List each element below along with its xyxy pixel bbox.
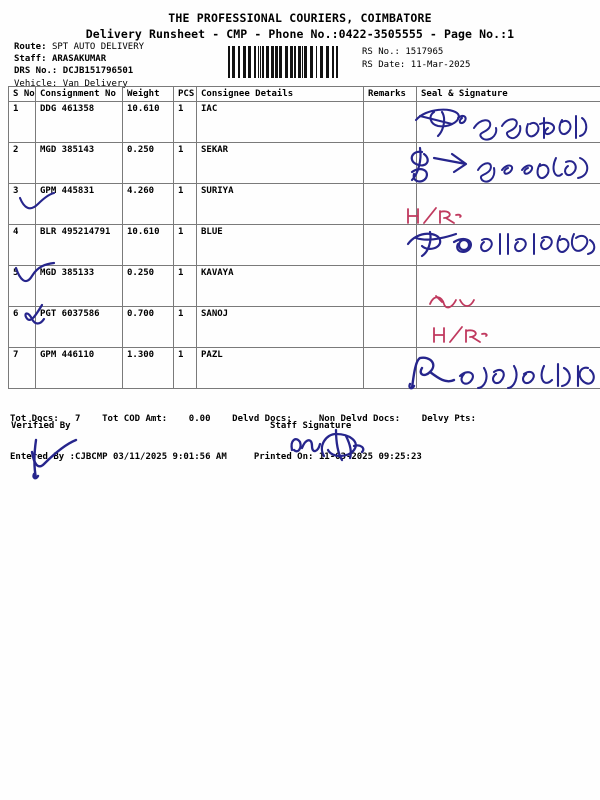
- runsheet-table: S No Consignment No Weight PCS Consignee…: [8, 86, 600, 389]
- cell-weight: 10.610: [122, 101, 174, 143]
- cell-seal: [416, 224, 600, 266]
- table-row: 6 PGT 6037586 0.700 1 SANOJ: [8, 306, 600, 348]
- staff-label: Staff:: [14, 54, 47, 65]
- runsheet-header-line: Delivery Runsheet - CMP - Phone No.:0422…: [85, 27, 515, 41]
- cell-remarks: [363, 101, 417, 143]
- rs-no-value: 1517965: [405, 47, 444, 57]
- totals-line-1: Tot Docs: 7 Tot COD Amt: 0.00 Delvd Docs…: [10, 414, 476, 424]
- cell-consignee: SANOJ: [196, 306, 364, 348]
- cell-sno: 7: [8, 347, 36, 389]
- cell-consignment: GPM 445831: [35, 183, 123, 225]
- cell-weight: 0.250: [122, 142, 174, 184]
- barcode: [228, 46, 340, 78]
- cell-consignment: MGD 385143: [35, 142, 123, 184]
- cell-remarks: [363, 306, 417, 348]
- cell-consignee: BLUE: [196, 224, 364, 266]
- rs-date-field: RS Date: 11-Mar-2025: [362, 59, 470, 72]
- cell-pcs: 1: [173, 347, 197, 389]
- cell-consignee: SEKAR: [196, 142, 364, 184]
- vehicle-field: Vehicle: Van Delivery: [14, 78, 144, 90]
- col-header-seal: Seal & Signature: [416, 86, 600, 102]
- staff-value: ARASAKUMAR: [51, 54, 107, 65]
- col-header-consignment: Consignment No: [35, 86, 123, 102]
- cell-weight: 0.250: [122, 265, 174, 307]
- cell-seal: [416, 347, 600, 389]
- table-row: 5 MGD 385133 0.250 1 KAVAYA: [8, 265, 600, 307]
- cell-pcs: 1: [173, 306, 197, 348]
- table-row: 1 DDG 461358 10.610 1 IAC: [8, 101, 600, 143]
- route-label: Route:: [14, 42, 47, 52]
- cell-remarks: [363, 265, 417, 307]
- verified-by-label: Verified By: [11, 421, 71, 431]
- rs-no-label: RS No.:: [362, 47, 400, 57]
- table-header-row: S No Consignment No Weight PCS Consignee…: [8, 86, 600, 102]
- cell-pcs: 1: [173, 183, 197, 225]
- cell-sno: 2: [8, 142, 36, 184]
- cell-sno: 1: [8, 101, 36, 143]
- route-value: SPT AUTO DELIVERY: [51, 42, 145, 52]
- cell-weight: 0.700: [122, 306, 174, 348]
- cell-seal: [416, 306, 600, 348]
- staff-signature-label: Staff Signature: [270, 421, 352, 431]
- cell-weight: 10.610: [122, 224, 174, 266]
- company-title: THE PROFESSIONAL COURIERS, COIMBATORE: [168, 11, 432, 25]
- table-row: 4 BLR 495214791 10.610 1 BLUE: [8, 224, 600, 266]
- col-header-remarks: Remarks: [363, 86, 417, 102]
- vehicle-label: Vehicle:: [14, 78, 58, 89]
- cell-sno: 6: [8, 306, 36, 348]
- totals-line-2: Entered By :CJBCMP 03/11/2025 9:01:56 AM…: [10, 451, 422, 462]
- cell-seal: [416, 265, 600, 307]
- cell-consignment: MGD 385133: [35, 265, 123, 307]
- col-header-pcs: PCS: [173, 86, 197, 102]
- cell-sno: 5: [8, 265, 36, 307]
- cell-pcs: 1: [173, 101, 197, 143]
- cell-weight: 4.260: [122, 183, 174, 225]
- col-header-weight: Weight: [122, 86, 174, 102]
- totals-block: Tot Docs: 7 Tot COD Amt: 0.00 Delvd Docs…: [10, 388, 476, 488]
- cell-seal: [416, 142, 600, 184]
- cell-consignee: IAC: [196, 101, 364, 143]
- cell-remarks: [363, 347, 417, 389]
- cell-consignment: BLR 495214791: [35, 224, 123, 266]
- table-row: 7 GPM 446110 1.300 1 PAZL: [8, 347, 600, 389]
- cell-consignee: PAZL: [196, 347, 364, 389]
- cell-weight: 1.300: [122, 347, 174, 389]
- table-row: 3 GPM 445831 4.260 1 SURIYA: [8, 183, 600, 225]
- drs-field: DRS No.: DCJB151796501: [14, 65, 144, 77]
- drs-value: DCJB151796501: [62, 66, 134, 77]
- cell-seal: [416, 183, 600, 225]
- cell-pcs: 1: [173, 142, 197, 184]
- drs-label: DRS No.:: [14, 66, 58, 77]
- cell-consignment: GPM 446110: [35, 347, 123, 389]
- cell-consignment: DDG 461358: [35, 101, 123, 143]
- cell-seal: [416, 101, 600, 143]
- cell-consignment: PGT 6037586: [35, 306, 123, 348]
- header-meta-right: RS No.: 1517965 RS Date: 11-Mar-2025: [362, 46, 470, 72]
- rs-no-field: RS No.: 1517965: [362, 46, 470, 59]
- cell-pcs: 1: [173, 224, 197, 266]
- rs-date-value: 11-Mar-2025: [410, 60, 471, 70]
- staff-field: Staff: ARASAKUMAR: [14, 53, 144, 65]
- table-row: 2 MGD 385143 0.250 1 SEKAR: [8, 142, 600, 184]
- route-field: Route: SPT AUTO DELIVERY: [14, 41, 144, 53]
- rs-date-label: RS Date:: [362, 60, 406, 70]
- vehicle-value: Van Delivery: [62, 78, 128, 89]
- cell-pcs: 1: [173, 265, 197, 307]
- cell-sno: 4: [8, 224, 36, 266]
- cell-remarks: [363, 142, 417, 184]
- cell-consignee: KAVAYA: [196, 265, 364, 307]
- cell-sno: 3: [8, 183, 36, 225]
- col-header-consignee: Consignee Details: [196, 86, 364, 102]
- cell-remarks: [363, 183, 417, 225]
- col-header-sno: S No: [8, 86, 36, 102]
- header-meta-left: Route: SPT AUTO DELIVERY Staff: ARASAKUM…: [14, 41, 144, 90]
- cell-remarks: [363, 224, 417, 266]
- cell-consignee: SURIYA: [196, 183, 364, 225]
